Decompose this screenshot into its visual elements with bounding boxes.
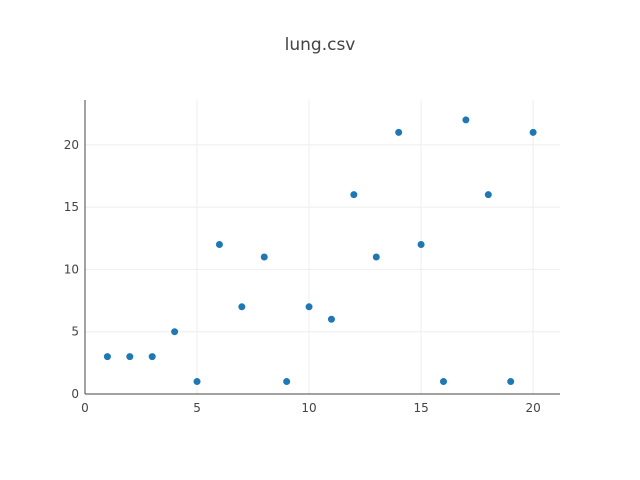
x-tick-label: 5: [193, 401, 201, 415]
y-tick-label: 5: [71, 325, 79, 339]
x-tick-label: 0: [81, 401, 89, 415]
data-point: [148, 353, 156, 361]
y-tick-label: 0: [71, 387, 79, 401]
x-tick-labels: 0 5 10 15 20: [81, 401, 541, 415]
x-tick-label: 20: [525, 401, 540, 415]
x-tick-label: 15: [413, 401, 428, 415]
y-gridlines: [85, 144, 560, 333]
data-point: [327, 315, 335, 323]
y-tick-label: 10: [64, 262, 79, 276]
data-point: [529, 128, 537, 136]
data-point: [126, 353, 134, 361]
x-tick-label: 10: [301, 401, 316, 415]
data-point: [103, 353, 111, 361]
data-point: [439, 378, 447, 386]
data-points: [103, 116, 537, 386]
data-point: [171, 328, 179, 336]
data-point: [215, 241, 223, 249]
data-point: [238, 303, 246, 311]
axes: [84, 100, 560, 395]
y-tick-labels: 0 5 10 15 20: [64, 138, 79, 401]
data-point: [283, 378, 291, 386]
y-tick-label: 15: [64, 200, 79, 214]
data-point: [462, 116, 470, 124]
data-point: [305, 303, 313, 311]
data-point: [350, 191, 358, 199]
data-point: [507, 378, 515, 386]
chart-title: lung.csv: [285, 35, 356, 55]
y-tick-label: 20: [64, 138, 79, 152]
data-point: [417, 241, 425, 249]
data-point: [372, 253, 380, 261]
x-gridlines: [196, 100, 534, 394]
data-point: [484, 191, 492, 199]
data-point: [260, 253, 268, 261]
data-point: [193, 378, 201, 386]
data-point: [395, 128, 403, 136]
